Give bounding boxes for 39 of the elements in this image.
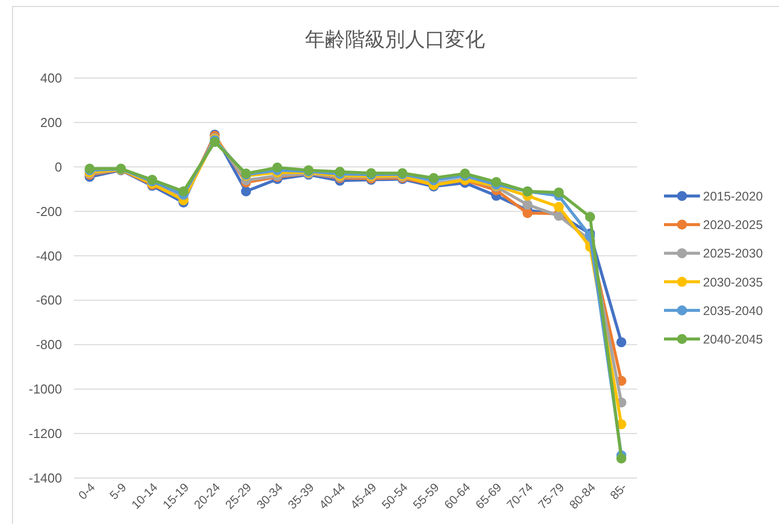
point [428, 173, 439, 183]
legend-label: 2015-2020 [703, 190, 763, 204]
legend-label: 2035-2040 [703, 304, 763, 318]
y-tick-label: -400 [36, 248, 62, 264]
point [241, 186, 252, 196]
legend-item: 2030-2035 [664, 275, 763, 290]
x-tick-label: 0-4 [76, 480, 98, 502]
legend-label: 2025-2030 [703, 246, 763, 261]
point [554, 202, 564, 212]
y-tick-label: -200 [36, 204, 62, 219]
point [522, 200, 533, 210]
y-tick-label: -1200 [28, 426, 62, 442]
point [554, 187, 564, 198]
legend-label: 2020-2025 [703, 218, 763, 232]
y-tick-label: -600 [36, 292, 62, 308]
legend-item: 2040-2045 [664, 332, 763, 346]
chart-title: 年齢階級別人口変化 [305, 28, 485, 51]
legend-label: 2040-2045 [703, 332, 763, 346]
y-tick-label: -1000 [28, 382, 62, 397]
point [178, 186, 188, 196]
point [491, 177, 502, 187]
y-tick-label: -1400 [28, 470, 62, 486]
y-tick-label: 200 [40, 114, 62, 130]
x-tick-label: 5-9 [106, 480, 130, 502]
point [585, 212, 596, 222]
y-tick-label: 0 [54, 159, 62, 174]
legend-item: 2025-2030 [664, 246, 763, 261]
legend-item: 2015-2020 [664, 190, 763, 204]
point [522, 208, 533, 218]
y-tick-label: 400 [40, 70, 62, 86]
point [334, 166, 345, 177]
x-tick-label: 85- [607, 480, 630, 502]
y-tick-label: -800 [36, 337, 62, 352]
legend-label: 2030-2035 [703, 275, 763, 290]
legend-item: 2035-2040 [664, 304, 763, 318]
point [616, 337, 626, 348]
legend-item: 2020-2025 [664, 218, 763, 232]
point [272, 162, 282, 173]
point [616, 453, 626, 464]
